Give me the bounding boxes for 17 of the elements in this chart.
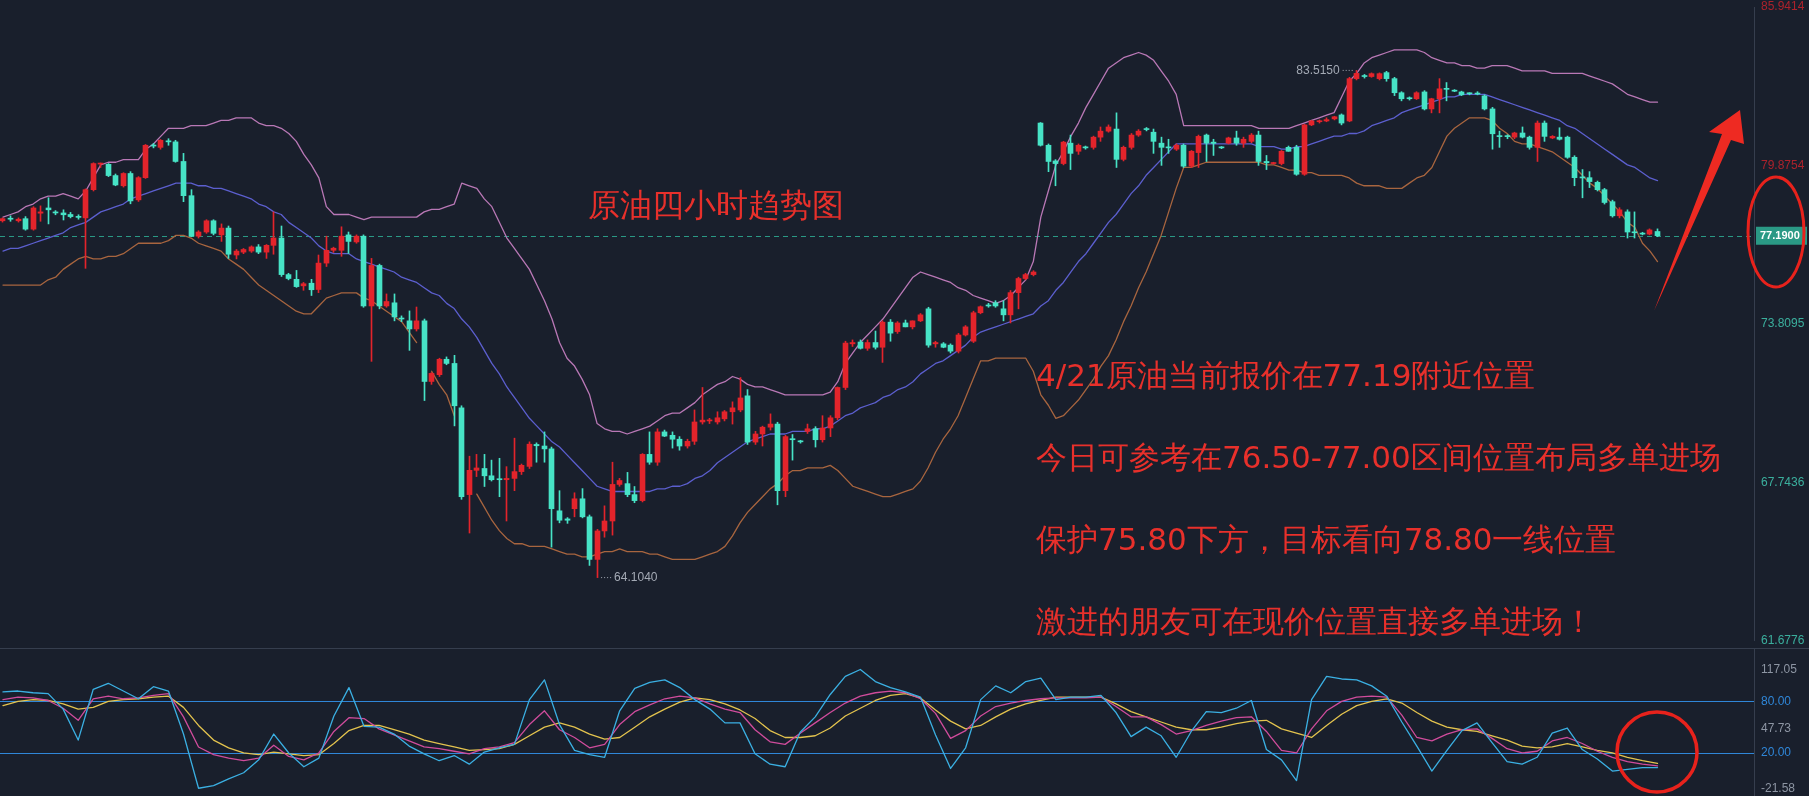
annotation: 今日可参考在76.50-77.00区间位置布局多单进场 (1036, 439, 1721, 476)
ref-line-label: 77.1900 (1760, 228, 1800, 241)
annotation: 64.1040 (614, 569, 658, 584)
y-tick-label: 117.05 (1761, 661, 1798, 676)
y-tick-label: 73.8095 (1761, 316, 1805, 331)
y-tick-label: 20.00 (1761, 745, 1792, 760)
y-tick-label: 80.00 (1761, 693, 1792, 708)
annotation: 激进的朋友可在现价位置直接多单进场！ (1036, 603, 1594, 640)
y-tick-label: 85.9414 (1761, 0, 1805, 14)
y-tick-label: 61.6776 (1761, 633, 1805, 648)
y-tick-label: 67.7436 (1761, 474, 1805, 489)
annotation: 83.5150 (1296, 62, 1340, 77)
y-tick-label: 79.8754 (1761, 157, 1805, 172)
y-tick-label: -21.58 (1761, 781, 1796, 796)
text: 原油四小时趋势图 (588, 186, 844, 225)
y-tick-label: 47.73 (1761, 721, 1792, 736)
annotation: 保护75.80下方，目标看向78.80一线位置 (1036, 521, 1617, 558)
